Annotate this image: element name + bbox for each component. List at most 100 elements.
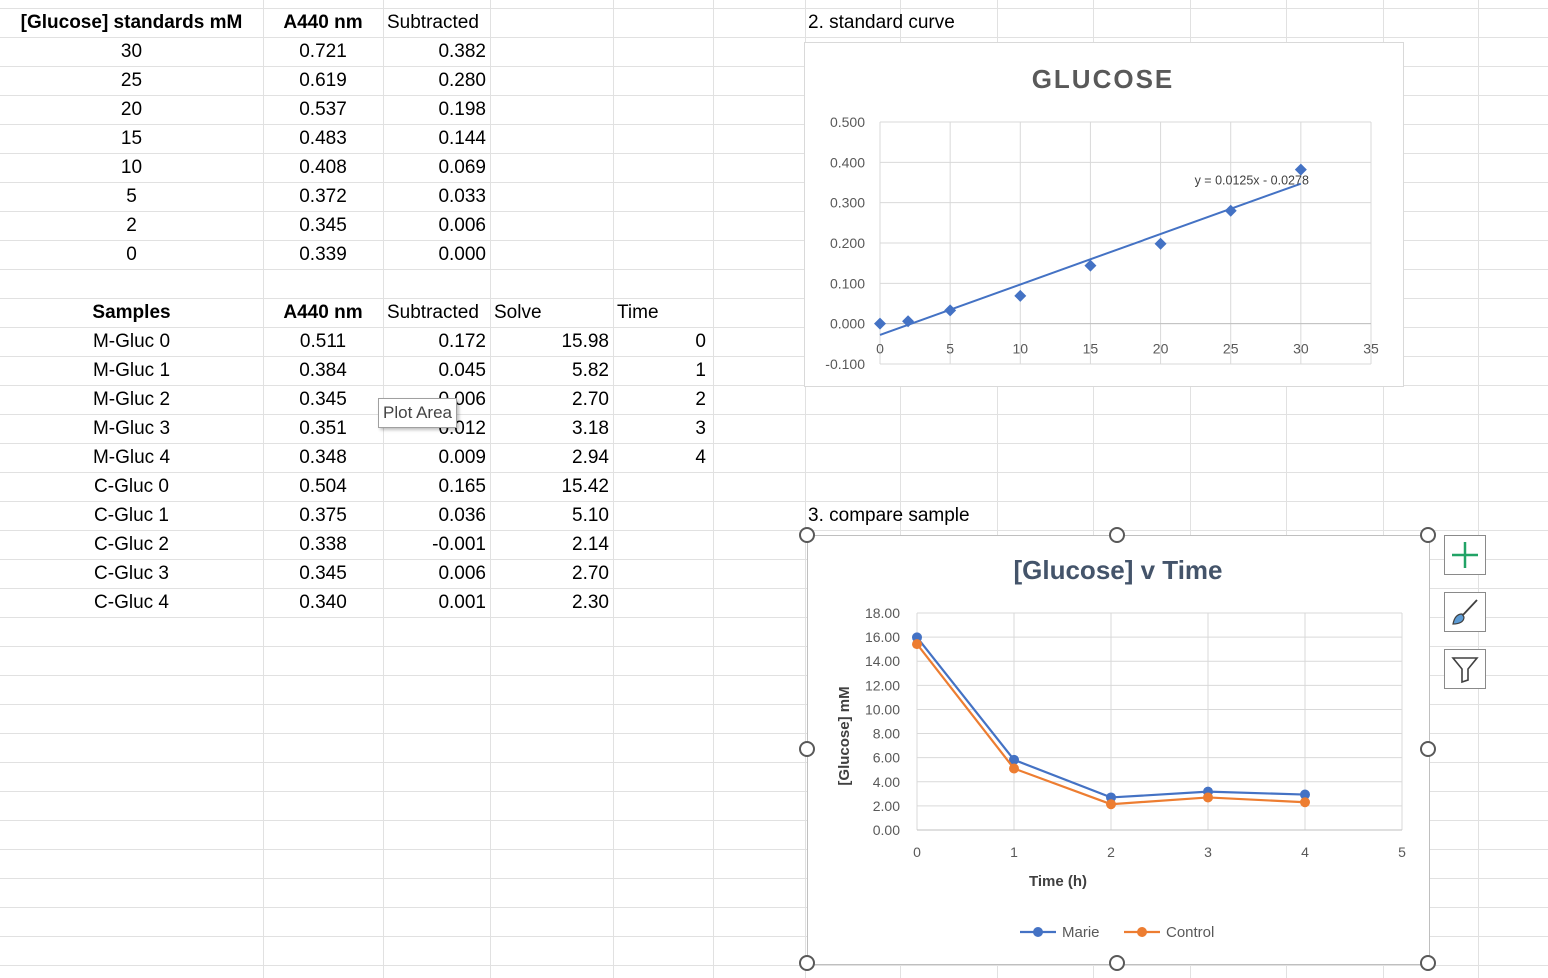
chart2-data-point-marie	[1009, 754, 1019, 765]
sample-cell-name[interactable]: C-Gluc 4	[94, 592, 169, 613]
standards-cell-glucose[interactable]: 15	[120, 128, 143, 149]
standards-cell-subtracted[interactable]: 0.144	[438, 128, 486, 149]
standards-cell-glucose[interactable]: 25	[120, 70, 143, 91]
glucose-time-chart[interactable]: [Glucose] v Time Time (h) [Glucose] mM 0…	[807, 535, 1430, 965]
sample-cell-subtracted[interactable]: -0.001	[432, 534, 486, 555]
standards-cell-subtracted[interactable]: 0.280	[438, 70, 486, 91]
standards-cell-a440[interactable]: 0.537	[299, 99, 347, 120]
sample-cell-solve[interactable]: 3.18	[572, 418, 609, 439]
sample-cell-a440[interactable]: 0.345	[299, 389, 347, 410]
standards-cell-subtracted[interactable]: 0.198	[438, 99, 486, 120]
sample-cell-solve[interactable]: 2.70	[572, 563, 609, 584]
sample-cell-a440[interactable]: 0.511	[299, 331, 347, 352]
sample-cell-a440[interactable]: 0.345	[299, 563, 347, 584]
samples-header-time[interactable]: Time	[617, 302, 659, 323]
chart-filters-button[interactable]	[1444, 649, 1486, 689]
sample-cell-time[interactable]: 3	[695, 418, 706, 439]
sample-cell-name[interactable]: C-Gluc 1	[94, 505, 169, 526]
sample-cell-subtracted[interactable]: 0.009	[438, 447, 486, 468]
standards-cell-a440[interactable]: 0.619	[299, 70, 347, 91]
sample-cell-a440[interactable]: 0.384	[299, 360, 347, 381]
row-gridline	[0, 124, 1548, 125]
samples-header-solve[interactable]: Solve	[494, 302, 542, 323]
sample-cell-solve[interactable]: 2.14	[572, 534, 609, 555]
chart1-y-tick: 0.100	[830, 275, 865, 291]
samples-header-subtracted[interactable]: Subtracted	[387, 302, 479, 323]
standards-cell-subtracted[interactable]: 0.000	[438, 244, 486, 265]
standards-cell-a440[interactable]: 0.408	[299, 157, 347, 178]
sample-cell-subtracted[interactable]: 0.036	[438, 505, 486, 526]
sample-cell-solve[interactable]: 2.30	[572, 592, 609, 613]
standards-cell-glucose[interactable]: 5	[126, 186, 137, 207]
sample-cell-time[interactable]	[613, 588, 710, 617]
row-gridline	[0, 617, 1548, 618]
sample-cell-subtracted[interactable]: 0.001	[438, 592, 486, 613]
glucose-standard-chart[interactable]: GLUCOSE 0 5 10 15 20 25 30 35 0.500 0.400 0.300 0.2…	[804, 42, 1404, 387]
sample-cell-solve[interactable]: 15.98	[561, 331, 609, 352]
chart2-x-tick: 5	[1398, 844, 1406, 860]
sample-cell-subtracted[interactable]: 0.045	[438, 360, 486, 381]
sample-cell-subtracted[interactable]: 0.165	[438, 476, 486, 497]
samples-header-a440[interactable]: A440 nm	[283, 302, 363, 323]
samples-header-samples[interactable]: Samples	[92, 302, 171, 323]
sample-cell-subtracted[interactable]: 0.006	[438, 563, 486, 584]
row-gridline	[0, 704, 1548, 705]
sample-cell-time[interactable]	[613, 530, 710, 559]
sample-cell-a440[interactable]: 0.340	[299, 592, 347, 613]
standards-header-a440[interactable]: A440 nm	[283, 12, 363, 33]
standards-cell-subtracted[interactable]: 0.006	[438, 215, 486, 236]
chart-elements-button[interactable]	[1444, 535, 1486, 575]
sample-cell-time[interactable]	[613, 559, 710, 588]
sample-cell-time[interactable]	[613, 501, 710, 530]
column-gridline	[1383, 0, 1384, 978]
standards-cell-a440[interactable]: 0.345	[299, 215, 347, 236]
standards-header-glucose[interactable]: [Glucose] standards mM	[20, 12, 243, 33]
sample-cell-solve[interactable]: 2.94	[572, 447, 609, 468]
standards-cell-a440[interactable]: 0.483	[299, 128, 347, 149]
standards-cell-subtracted[interactable]: 0.382	[438, 41, 486, 62]
chart1-y-tick: 0.500	[830, 114, 865, 130]
sample-cell-time[interactable]: 0	[695, 331, 706, 352]
standards-cell-glucose[interactable]: 2	[126, 215, 137, 236]
sample-cell-name[interactable]: M-Gluc 2	[92, 389, 171, 410]
row-gridline	[0, 588, 1548, 589]
standards-cell-glucose[interactable]: 20	[120, 99, 143, 120]
sample-cell-a440[interactable]: 0.338	[299, 534, 347, 555]
sample-cell-name[interactable]: M-Gluc 1	[92, 360, 171, 381]
sample-cell-solve[interactable]: 5.82	[572, 360, 609, 381]
sample-cell-a440[interactable]: 0.504	[299, 476, 347, 497]
standard-curve-label[interactable]: 2. standard curve	[808, 12, 955, 33]
sample-cell-name[interactable]: M-Gluc 4	[92, 447, 171, 468]
standards-header-subtracted[interactable]: Subtracted	[387, 12, 479, 33]
standards-cell-a440[interactable]: 0.372	[299, 186, 347, 207]
standards-cell-glucose[interactable]: 0	[126, 244, 137, 265]
sample-cell-solve[interactable]: 2.70	[572, 389, 609, 410]
sample-cell-a440[interactable]: 0.375	[299, 505, 347, 526]
standards-cell-glucose[interactable]: 30	[120, 41, 143, 62]
chart1-x-tick: 10	[1012, 341, 1028, 357]
sample-cell-subtracted[interactable]: 0.172	[438, 331, 486, 352]
sample-cell-time[interactable]: 1	[695, 360, 706, 381]
chart2-legend-label-control: Control	[1166, 924, 1214, 941]
sample-cell-a440[interactable]: 0.348	[299, 447, 347, 468]
row-gridline	[0, 182, 1548, 183]
compare-sample-label[interactable]: 3. compare sample	[808, 505, 970, 526]
sample-cell-name[interactable]: C-Gluc 0	[94, 476, 169, 497]
standards-cell-subtracted[interactable]: 0.033	[438, 186, 486, 207]
sample-cell-name[interactable]: M-Gluc 0	[92, 331, 171, 352]
standards-cell-subtracted[interactable]: 0.069	[438, 157, 486, 178]
chart-styles-button[interactable]	[1444, 592, 1486, 632]
sample-cell-time[interactable]: 4	[695, 447, 706, 468]
sample-cell-solve[interactable]: 15.42	[561, 476, 609, 497]
standards-cell-a440[interactable]: 0.721	[299, 41, 347, 62]
sample-cell-name[interactable]: C-Gluc 3	[94, 563, 169, 584]
sample-cell-name[interactable]: M-Gluc 3	[92, 418, 171, 439]
sample-cell-solve[interactable]: 5.10	[572, 505, 609, 526]
sample-cell-time[interactable]: 2	[695, 389, 706, 410]
sample-cell-time[interactable]	[613, 472, 710, 501]
sample-cell-a440[interactable]: 0.351	[299, 418, 347, 439]
standards-cell-a440[interactable]: 0.339	[299, 244, 347, 265]
sample-cell-name[interactable]: C-Gluc 2	[94, 534, 169, 555]
standards-cell-glucose[interactable]: 10	[120, 157, 143, 178]
